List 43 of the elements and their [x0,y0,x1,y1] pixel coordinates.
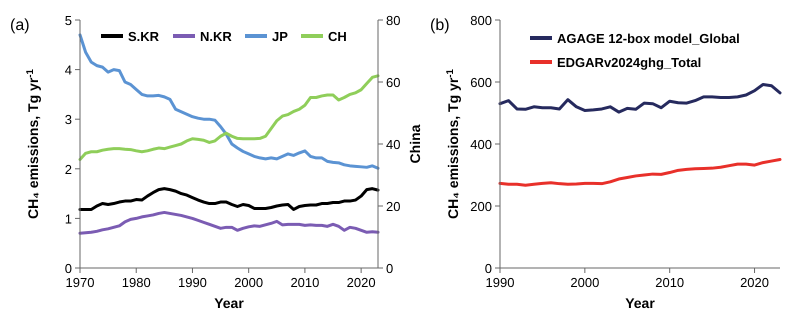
y-tick-label: 0 [484,261,492,276]
y-tick-label: 4 [64,62,72,78]
y-tick-label: 200 [470,199,492,214]
line-series [78,210,380,235]
legend-label: JP [272,29,288,44]
x-tick-label: 2010 [290,275,320,290]
legend-label: EDGARv2024ghg_Total [557,55,702,70]
y-tick-label: 0 [64,261,72,276]
legend-label: N.KR [200,29,232,44]
y-tick-label: 3 [64,112,72,128]
x-tick-label: 1980 [122,275,151,290]
line-series [498,82,782,114]
x-tick-label: 2000 [570,275,600,290]
line-series [498,158,782,187]
x-tick-label: 2000 [234,275,264,290]
legend-label: S.KR [128,29,160,44]
x-axis-title: Year [625,295,656,311]
y2-tick-label: 80 [386,13,400,28]
line-series [78,74,380,161]
x-tick-label: 2020 [346,275,376,290]
y2-axis-title: China [407,124,423,164]
line-series [78,33,380,170]
y-tick-label: 2 [64,162,72,177]
y-tick-label: 600 [470,75,492,90]
chart-title: (b) [430,17,450,34]
x-axis-title: Year [214,295,244,311]
legend-label: AGAGE 12-box model_Global [557,31,740,46]
y-tick-label: 800 [470,13,492,28]
legend-label: CH [328,29,347,44]
y-tick-label: 400 [470,137,492,152]
x-tick-label: 1990 [486,275,514,290]
y2-tick-label: 40 [386,137,400,152]
y-tick-label: 1 [64,211,72,226]
y-tick-label: 5 [64,13,72,28]
x-tick-label: 2020 [740,275,770,290]
chart-title: (a) [10,17,30,34]
y2-tick-label: 60 [386,75,400,90]
y2-tick-label: 20 [386,199,400,214]
x-tick-label: 1990 [178,275,207,290]
line-series [78,187,380,211]
x-tick-label: 1970 [66,275,94,290]
x-tick-label: 2010 [655,275,684,290]
y2-tick-label: 0 [386,261,394,276]
